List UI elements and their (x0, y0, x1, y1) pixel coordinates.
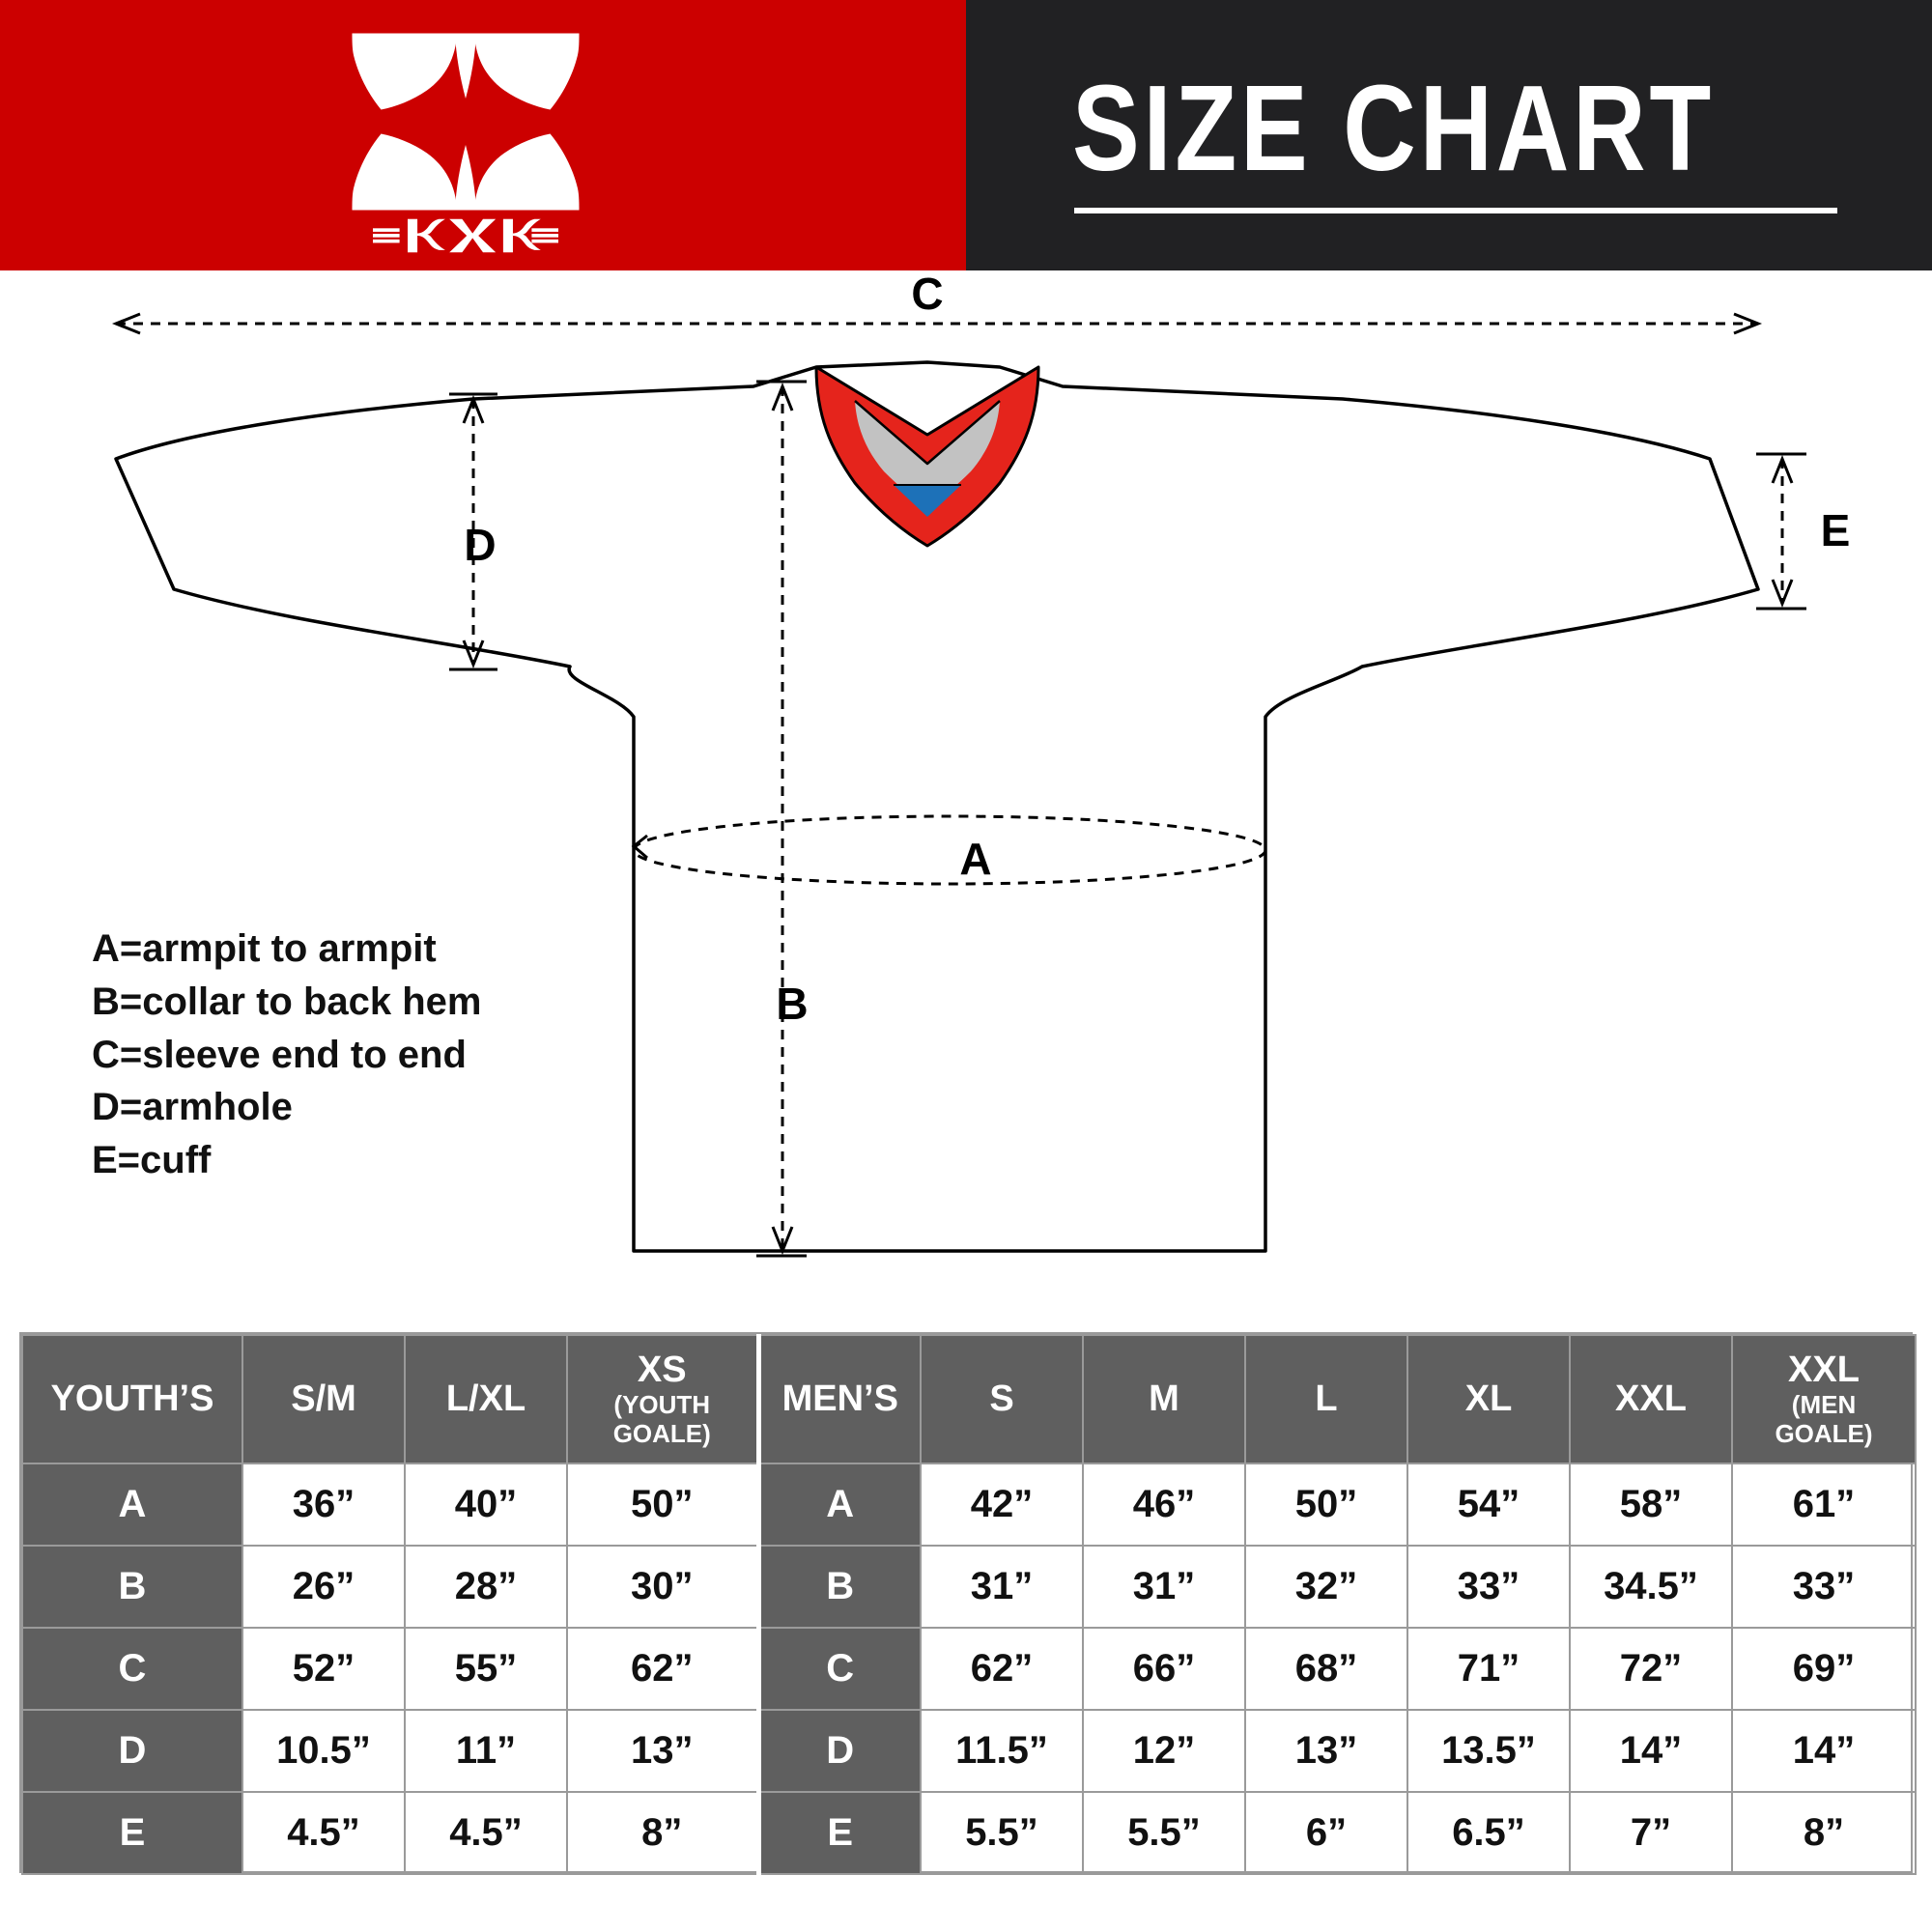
svg-text:B: B (776, 979, 808, 1029)
svg-text:A: A (959, 834, 991, 884)
svg-text:C: C (911, 270, 943, 319)
svg-text:D: D (464, 520, 496, 570)
svg-text:E: E (1821, 505, 1851, 555)
